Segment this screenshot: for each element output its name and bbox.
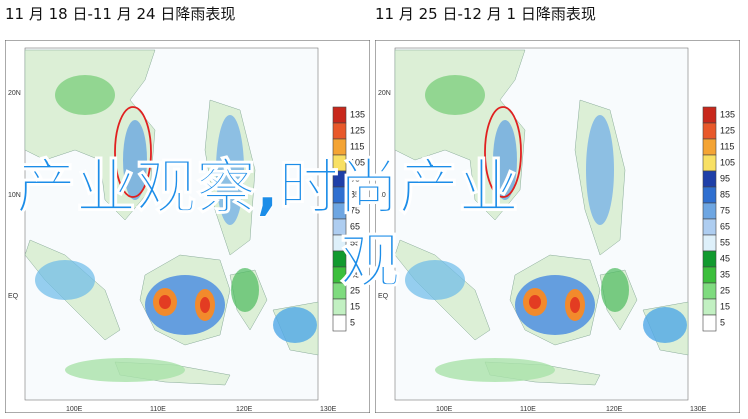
legend-label: 5 (350, 317, 355, 327)
lon-label: 130E (320, 406, 337, 413)
map (5, 40, 370, 413)
legend-label: 105 (350, 157, 365, 167)
legend-swatch (332, 298, 347, 316)
legend-label: 15 (720, 301, 730, 311)
legend-swatch (702, 170, 717, 188)
legend-label: 75 (350, 205, 360, 215)
legend-label: 85 (350, 189, 360, 199)
map-panel: 11 月 18 日-11 月 24 日降雨表现 20N 10N EQ 100E 110E 1… (5, 5, 370, 413)
legend-swatch (702, 186, 717, 204)
legend-label: 85 (720, 189, 730, 199)
legend-swatch (702, 314, 717, 332)
lon-label: 110E (150, 406, 166, 413)
lon-label: 130E (690, 406, 707, 413)
legend-label: 45 (350, 253, 360, 263)
legend-label: 95 (720, 173, 730, 183)
legend-swatch (702, 282, 717, 300)
legend-label: 5 (720, 317, 725, 327)
legend-swatch (332, 314, 347, 332)
lat-label: 20N (8, 90, 21, 97)
overlay-line2: 观 (340, 227, 400, 297)
lat-label: 20N (378, 90, 391, 97)
legend-label: 35 (720, 269, 730, 279)
legend-label: 65 (720, 221, 730, 231)
legend-label: 135 (720, 109, 735, 119)
lon-label: 120E (236, 406, 253, 413)
lat-label: EQ (8, 293, 19, 300)
legend-label: 45 (720, 253, 730, 263)
legend-label: 135 (350, 109, 365, 119)
lon-label: 100E (66, 406, 83, 413)
legend-label: 75 (720, 205, 730, 215)
panel-title: 11 月 25 日-12 月 1 日降雨表现 (375, 5, 596, 23)
legend-swatch (702, 298, 717, 316)
legend-swatch (332, 122, 347, 140)
legend-swatch (702, 266, 717, 284)
lat-label: 10N (378, 192, 391, 199)
legend-label: 35 (350, 269, 360, 279)
legend-label: 95 (350, 173, 360, 183)
legend-swatch (702, 154, 717, 172)
legend-label: 115 (720, 141, 734, 151)
lon-label: 120E (606, 406, 623, 413)
legend-label: 115 (350, 141, 364, 151)
legend-label: 55 (720, 237, 730, 247)
legend-swatch (332, 106, 347, 124)
lon-label: 110E (520, 406, 536, 413)
legend-swatch (702, 250, 717, 268)
legend-swatch (702, 202, 717, 220)
legend-label: 105 (720, 157, 735, 167)
legend-label: 15 (350, 301, 360, 311)
panel-title: 11 月 18 日-11 月 24 日降雨表现 (5, 5, 235, 23)
legend-label: 125 (720, 125, 735, 135)
legend-label: 65 (350, 221, 360, 231)
map-panel: 11 月 25 日-12 月 1 日降雨表现 20N 10N EQ 100E 110E 12… (375, 5, 740, 413)
legend-label: 55 (350, 237, 360, 247)
legend-swatch (702, 234, 717, 252)
lon-label: 100E (436, 406, 453, 413)
legend-swatch (702, 218, 717, 236)
lat-label: 10N (8, 192, 21, 199)
lat-label: EQ (378, 293, 389, 300)
legend-label: 25 (720, 285, 730, 295)
legend-swatch (702, 138, 717, 156)
legend-label: 25 (350, 285, 360, 295)
overlay-line1: 产业观察,时尚产业 (16, 153, 519, 223)
legend-swatch (702, 106, 717, 124)
legend-label: 125 (350, 125, 365, 135)
legend-swatch (702, 122, 717, 140)
map (375, 40, 740, 413)
